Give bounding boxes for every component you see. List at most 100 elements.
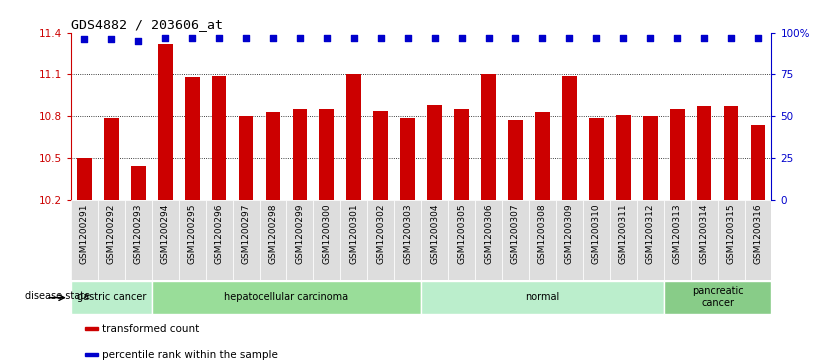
Bar bbox=[233, 200, 259, 280]
Point bbox=[266, 35, 279, 41]
Text: GSM1200309: GSM1200309 bbox=[565, 204, 574, 264]
Text: GSM1200311: GSM1200311 bbox=[619, 204, 628, 264]
Bar bbox=[206, 200, 233, 280]
Point bbox=[428, 35, 441, 41]
Bar bbox=[664, 200, 691, 280]
Text: GSM1200307: GSM1200307 bbox=[511, 204, 520, 264]
Bar bbox=[286, 200, 314, 280]
Text: GSM1200295: GSM1200295 bbox=[188, 204, 197, 264]
Bar bbox=[71, 200, 98, 280]
Point bbox=[563, 35, 576, 41]
Bar bbox=[724, 106, 738, 200]
Text: GSM1200302: GSM1200302 bbox=[376, 204, 385, 264]
Bar bbox=[610, 200, 636, 280]
Bar bbox=[293, 109, 307, 200]
Bar bbox=[455, 109, 469, 200]
Bar bbox=[77, 158, 92, 200]
Bar bbox=[421, 200, 448, 280]
Bar bbox=[535, 112, 550, 200]
Bar bbox=[319, 109, 334, 200]
Point bbox=[294, 35, 307, 41]
Text: GSM1200297: GSM1200297 bbox=[242, 204, 250, 264]
Bar bbox=[691, 200, 717, 280]
Bar bbox=[394, 200, 421, 280]
Text: GSM1200296: GSM1200296 bbox=[214, 204, 224, 264]
Bar bbox=[615, 115, 631, 200]
Text: GSM1200292: GSM1200292 bbox=[107, 204, 116, 264]
Point bbox=[751, 35, 765, 41]
Point bbox=[158, 35, 172, 41]
Bar bbox=[158, 44, 173, 200]
Bar bbox=[85, 327, 98, 330]
Bar bbox=[178, 200, 206, 280]
Bar bbox=[367, 200, 394, 280]
Text: transformed count: transformed count bbox=[103, 323, 199, 334]
Point bbox=[78, 36, 91, 42]
Point bbox=[482, 35, 495, 41]
Text: GSM1200312: GSM1200312 bbox=[646, 204, 655, 264]
Text: GSM1200304: GSM1200304 bbox=[430, 204, 440, 264]
Bar bbox=[98, 200, 125, 280]
Bar bbox=[125, 200, 152, 280]
Bar bbox=[670, 109, 685, 200]
Text: GDS4882 / 203606_at: GDS4882 / 203606_at bbox=[71, 19, 223, 32]
Bar bbox=[643, 116, 658, 200]
Bar bbox=[184, 77, 199, 200]
Text: GSM1200300: GSM1200300 bbox=[323, 204, 331, 264]
Bar bbox=[427, 105, 442, 200]
Bar bbox=[589, 118, 604, 200]
Text: pancreatic
cancer: pancreatic cancer bbox=[691, 286, 743, 308]
Text: GSM1200298: GSM1200298 bbox=[269, 204, 278, 264]
Bar bbox=[717, 200, 745, 280]
Text: GSM1200310: GSM1200310 bbox=[592, 204, 600, 264]
Bar bbox=[71, 281, 152, 314]
Bar bbox=[636, 200, 664, 280]
Text: GSM1200303: GSM1200303 bbox=[403, 204, 412, 264]
Bar bbox=[448, 200, 475, 280]
Bar bbox=[745, 200, 771, 280]
Bar bbox=[152, 200, 178, 280]
Bar bbox=[314, 200, 340, 280]
Point bbox=[671, 35, 684, 41]
Bar bbox=[664, 281, 771, 314]
Text: gastric cancer: gastric cancer bbox=[77, 292, 146, 302]
Bar bbox=[374, 111, 388, 200]
Bar bbox=[421, 281, 664, 314]
Point bbox=[104, 36, 118, 42]
Bar bbox=[265, 112, 280, 200]
Point bbox=[401, 35, 414, 41]
Text: percentile rank within the sample: percentile rank within the sample bbox=[103, 350, 279, 359]
Bar bbox=[239, 116, 254, 200]
Point bbox=[239, 35, 253, 41]
Bar bbox=[212, 76, 227, 200]
Text: GSM1200315: GSM1200315 bbox=[726, 204, 736, 264]
Bar bbox=[85, 353, 98, 356]
Bar bbox=[152, 281, 421, 314]
Point bbox=[725, 35, 738, 41]
Point bbox=[616, 35, 630, 41]
Bar bbox=[562, 76, 577, 200]
Text: GSM1200294: GSM1200294 bbox=[161, 204, 169, 264]
Bar bbox=[751, 125, 766, 200]
Text: GSM1200316: GSM1200316 bbox=[753, 204, 762, 264]
Text: GSM1200314: GSM1200314 bbox=[700, 204, 709, 264]
Text: GSM1200301: GSM1200301 bbox=[349, 204, 359, 264]
Bar bbox=[583, 200, 610, 280]
Point bbox=[185, 35, 198, 41]
Bar bbox=[696, 106, 711, 200]
Bar bbox=[556, 200, 583, 280]
Bar bbox=[259, 200, 286, 280]
Point bbox=[590, 35, 603, 41]
Bar bbox=[131, 166, 146, 200]
Point bbox=[535, 35, 549, 41]
Text: GSM1200291: GSM1200291 bbox=[80, 204, 89, 264]
Text: normal: normal bbox=[525, 292, 560, 302]
Point bbox=[132, 38, 145, 44]
Text: hepatocellular carcinoma: hepatocellular carcinoma bbox=[224, 292, 349, 302]
Bar bbox=[502, 200, 529, 280]
Bar bbox=[475, 200, 502, 280]
Bar bbox=[346, 74, 361, 200]
Point bbox=[320, 35, 334, 41]
Bar bbox=[529, 200, 556, 280]
Bar bbox=[340, 200, 367, 280]
